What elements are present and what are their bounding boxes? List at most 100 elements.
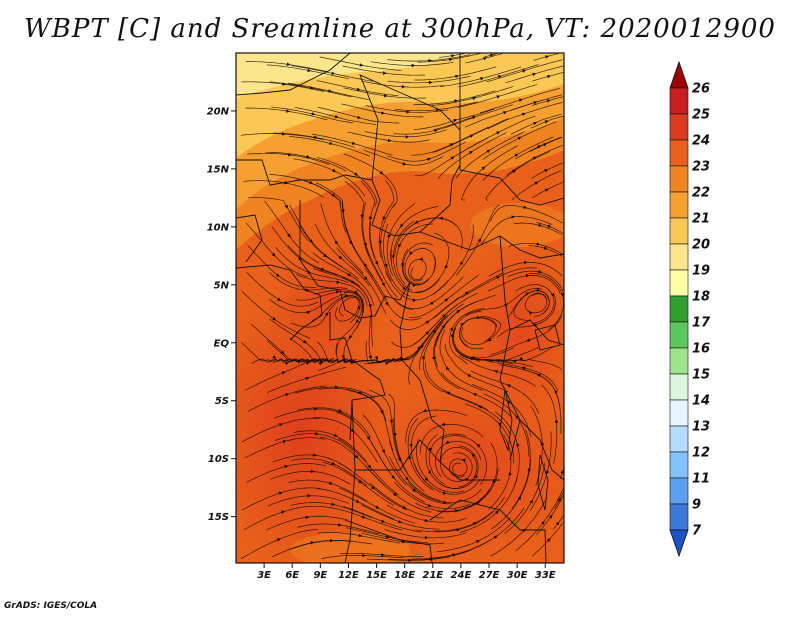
- streamline-arrowhead: [311, 112, 316, 116]
- streamline-arrowhead: [547, 74, 551, 79]
- streamline-arrowhead: [472, 393, 477, 397]
- streamline-arrowhead: [406, 110, 411, 114]
- streamline-arrowhead: [370, 485, 375, 490]
- streamline-arrowhead: [446, 366, 450, 371]
- streamline-arrowhead: [381, 282, 385, 287]
- streamline-arrowhead: [494, 370, 498, 374]
- streamline-arrowhead: [459, 261, 463, 265]
- streamline-arrowhead: [536, 242, 541, 246]
- streamline-arrowhead: [427, 503, 432, 508]
- streamline-arrowhead: [358, 479, 362, 484]
- streamline-arrowhead: [443, 500, 447, 505]
- streamline-arrowhead: [452, 553, 456, 557]
- streamline: [481, 359, 562, 370]
- streamline-arrowhead: [493, 535, 498, 539]
- streamline-arrowhead: [381, 449, 385, 454]
- streamline-arrowhead: [412, 283, 417, 288]
- streamline-arrowhead: [284, 464, 289, 469]
- streamline-arrowhead: [453, 118, 458, 123]
- streamline-arrowhead: [544, 120, 549, 124]
- streamline-arrowhead: [367, 464, 372, 469]
- streamline-arrowhead: [523, 205, 528, 209]
- lat-tick-label: 5S: [215, 396, 229, 407]
- streamline-arrowhead: [478, 405, 482, 409]
- streamline-arrowhead: [477, 238, 481, 243]
- streamline-arrowhead: [444, 264, 448, 269]
- lat-tick-label: 20N: [207, 106, 230, 117]
- streamline-arrowhead: [471, 453, 476, 458]
- colorbar-label: 14: [692, 394, 710, 409]
- streamline-arrowhead: [360, 214, 364, 219]
- colorbar-max-arrow: [669, 60, 689, 89]
- streamline-arrowhead: [281, 132, 286, 136]
- streamline-arrowhead: [522, 69, 527, 73]
- country-borders: [236, 53, 564, 563]
- streamline-arrowhead: [286, 62, 291, 66]
- streamline-arrowhead: [455, 74, 459, 79]
- streamline-arrowhead: [548, 514, 553, 519]
- streamline-arrowhead: [526, 338, 531, 342]
- border-15: [519, 419, 564, 481]
- border-3: [459, 53, 564, 206]
- streamline-arrowhead: [439, 216, 443, 220]
- colorbar-label: 15: [692, 368, 710, 383]
- streamline-arrowhead: [560, 292, 564, 297]
- colorbar-swatch: [669, 477, 689, 505]
- colorbar-min-arrow: [669, 529, 689, 558]
- border-12: [355, 439, 441, 471]
- lake-victoria-outline: [509, 319, 564, 346]
- streamline-arrowhead: [354, 172, 358, 176]
- streamline-arrowhead: [384, 263, 388, 268]
- streamline-arrowhead: [517, 136, 522, 141]
- streamline-arrowhead: [472, 115, 477, 120]
- streamline-arrowhead: [454, 99, 459, 103]
- streamline-arrowhead: [306, 154, 310, 159]
- streamline-arrowhead: [427, 470, 432, 475]
- map-title: WBPT [C] and Sreamline at 300hPa, VT: 20…: [24, 14, 776, 44]
- streamline-arrowhead: [375, 505, 380, 509]
- streamline-arrowhead: [363, 242, 367, 247]
- streamline-arrowhead: [368, 216, 373, 221]
- colorbar-swatch: [669, 347, 689, 375]
- streamline: [365, 340, 421, 364]
- border-7: [329, 312, 386, 441]
- border-8: [399, 281, 500, 481]
- streamline-arrowhead: [496, 131, 501, 135]
- streamline-arrowhead: [544, 169, 549, 173]
- colorbar-swatch: [669, 165, 689, 193]
- colorbar-label: 12: [692, 446, 710, 461]
- streamline-arrowhead: [496, 276, 501, 280]
- streamline-arrowhead: [409, 251, 413, 256]
- streamline-arrowhead: [400, 223, 404, 228]
- streamline-arrowhead: [496, 95, 501, 99]
- lake-tanganyika: [499, 389, 513, 452]
- streamline-arrowhead: [412, 488, 417, 492]
- streamline-arrowhead: [391, 255, 395, 259]
- streamline-arrowhead: [338, 255, 343, 260]
- streamline-arrowhead: [511, 215, 515, 219]
- colorbar-label: 18: [692, 290, 710, 305]
- colorbar-label: 16: [692, 342, 710, 357]
- streamline-arrowhead: [374, 261, 379, 266]
- streamline-arrowhead: [389, 419, 394, 424]
- colorbar-label: 22: [692, 186, 710, 201]
- streamline-arrowhead: [521, 112, 526, 116]
- streamline-arrowhead: [379, 170, 384, 175]
- streamline-arrowhead: [305, 288, 310, 292]
- streamline-arrowhead: [363, 263, 367, 268]
- streamline-arrowhead: [536, 287, 541, 292]
- streamline-arrowhead: [560, 469, 564, 474]
- streamline-arrowhead: [276, 538, 281, 542]
- streamline-arrowhead: [402, 162, 407, 166]
- streamline-arrowhead: [284, 204, 288, 209]
- streamline-arrowhead: [355, 319, 360, 324]
- streamline-arrowhead: [385, 535, 390, 539]
- streamline-arrowhead: [306, 310, 311, 315]
- streamline-arrowhead: [381, 553, 385, 557]
- streamline-arrowhead: [546, 538, 551, 542]
- streamline-arrowhead: [331, 502, 336, 506]
- streamline-arrowhead: [281, 371, 286, 375]
- streamline-arrowhead: [412, 298, 417, 302]
- streamline-arrowhead: [320, 267, 325, 271]
